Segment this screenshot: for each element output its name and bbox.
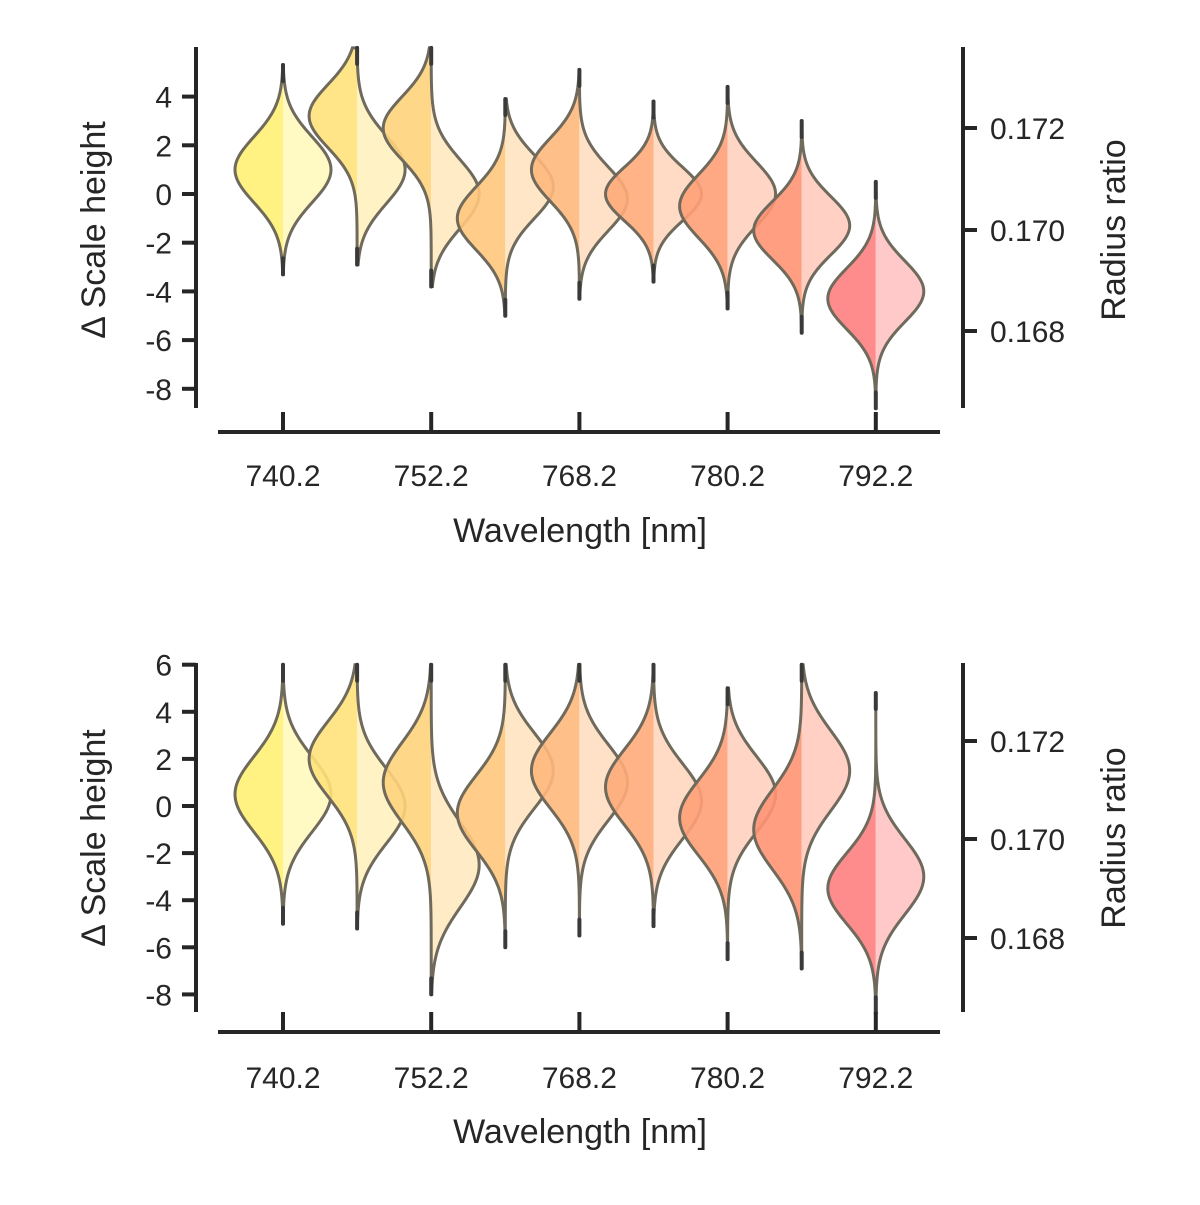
y-tick-label: -8 <box>145 374 172 407</box>
top-x-ticks: 740.2 752.2 768.2 780.2 792.2 <box>245 412 913 493</box>
x-tick-label: 768.2 <box>542 460 617 493</box>
violin-5 <box>604 99 703 284</box>
y-tick-label: 6 <box>155 650 172 683</box>
violin-left-half <box>235 64 283 275</box>
y-tick-label: -4 <box>145 885 172 918</box>
x-tick-label: 780.2 <box>690 460 765 493</box>
right-tick-label: 0.170 <box>990 824 1065 857</box>
violin-left-half <box>457 99 506 316</box>
violin-left-half <box>679 688 728 960</box>
violin-left-half <box>753 120 802 333</box>
y-tick-label: 2 <box>155 744 172 777</box>
right-tick-label: 0.168 <box>990 316 1065 349</box>
violin-right-half <box>727 86 776 309</box>
bottom-x-ticks: 740.2 752.2 768.2 780.2 792.2 <box>245 1012 913 1095</box>
top-y-ticks: 4 2 0 -2 -4 -6 -8 <box>145 82 196 407</box>
violin-right-half <box>653 664 702 927</box>
violin-1 <box>307 45 407 267</box>
violin-4 <box>529 662 629 938</box>
right-tick-label: 0.168 <box>990 923 1065 956</box>
violin-2 <box>381 45 481 289</box>
violin-right-half <box>727 688 776 960</box>
x-tick-label: 752.2 <box>394 1062 469 1095</box>
bottom-y-ticks: 6 4 2 0 -2 -4 -6 -8 <box>145 650 196 1012</box>
violin-3 <box>455 662 555 950</box>
violin-5 <box>603 662 704 929</box>
violin-0 <box>233 662 333 926</box>
violin-3 <box>455 97 555 318</box>
bottom-right-ticks: 0.172 0.170 0.168 <box>963 726 1065 956</box>
right-tick-label: 0.172 <box>990 726 1065 759</box>
violin-right-half <box>801 120 850 333</box>
violin-right-half <box>283 664 331 924</box>
violin-left-half <box>531 69 580 299</box>
right-tick-label: 0.172 <box>990 113 1065 146</box>
violin-left-half <box>753 664 802 969</box>
y-tick-label: 0 <box>155 791 172 824</box>
y-tick-label: 4 <box>155 697 172 730</box>
violin-4 <box>529 67 629 301</box>
bottom-violins <box>233 662 926 1016</box>
y-tick-label: -6 <box>145 932 172 965</box>
violin-1 <box>307 662 407 931</box>
top-y-axis-title: Δ Scale height <box>75 121 113 339</box>
violin-right-half <box>875 692 924 1014</box>
y-tick-label: -4 <box>145 276 172 309</box>
top-violins <box>233 45 926 411</box>
violin-7 <box>752 118 852 335</box>
x-tick-label: 768.2 <box>542 1062 617 1095</box>
violin-right-half <box>579 664 628 936</box>
bottom-x-axis-title: Wavelength [nm] <box>453 1113 707 1151</box>
right-tick-label: 0.170 <box>990 215 1065 248</box>
violin-left-half <box>531 664 580 936</box>
violin-right-half <box>357 664 406 929</box>
violin-left-half <box>605 101 654 282</box>
x-tick-label: 740.2 <box>245 1062 320 1095</box>
violin-left-half <box>679 86 728 309</box>
bottom-y-axis-title: Δ Scale height <box>75 729 113 947</box>
violin-0 <box>233 62 333 277</box>
x-tick-label: 792.2 <box>838 460 913 493</box>
violin-left-half <box>827 692 876 1014</box>
violin-2 <box>381 662 481 997</box>
violin-6 <box>678 686 778 962</box>
x-tick-label: 792.2 <box>838 1062 913 1095</box>
violin-6 <box>678 84 778 311</box>
violin-right-half <box>431 47 480 287</box>
y-tick-label: -2 <box>145 838 172 871</box>
violin-right-half <box>579 69 628 299</box>
violin-left-half <box>309 47 358 265</box>
violin-right-half <box>505 99 554 316</box>
x-tick-label: 740.2 <box>245 460 320 493</box>
violin-8 <box>826 179 926 411</box>
top-x-axis-title: Wavelength [nm] <box>453 512 707 550</box>
bottom-right-axis-title: Radius ratio <box>1095 747 1133 928</box>
x-tick-label: 780.2 <box>690 1062 765 1095</box>
y-tick-label: -2 <box>145 228 172 261</box>
top-right-ticks: 0.172 0.170 0.168 <box>963 113 1065 349</box>
violin-left-half <box>457 664 506 948</box>
violin-left-half <box>235 664 283 924</box>
violin-8 <box>826 690 926 1016</box>
violin-left-half <box>827 181 876 409</box>
violin-right-half <box>875 181 924 409</box>
y-tick-label: -6 <box>145 325 172 358</box>
violin-left-half <box>605 664 654 927</box>
y-tick-label: 0 <box>155 179 172 212</box>
violin-right-half <box>505 664 554 948</box>
x-tick-label: 752.2 <box>394 460 469 493</box>
top-panel: 4 2 0 -2 -4 -6 -8 0.172 0.170 0.168 740.2 752.2 76… <box>75 45 1133 550</box>
violin-left-half <box>383 47 432 287</box>
y-tick-label: 2 <box>155 130 172 163</box>
y-tick-label: 4 <box>155 82 172 115</box>
violin-7 <box>752 662 852 971</box>
top-right-axis-title: Radius ratio <box>1095 139 1133 320</box>
y-tick-label: -8 <box>145 979 172 1012</box>
violin-right-half <box>431 664 480 995</box>
violin-right-half <box>357 47 406 265</box>
